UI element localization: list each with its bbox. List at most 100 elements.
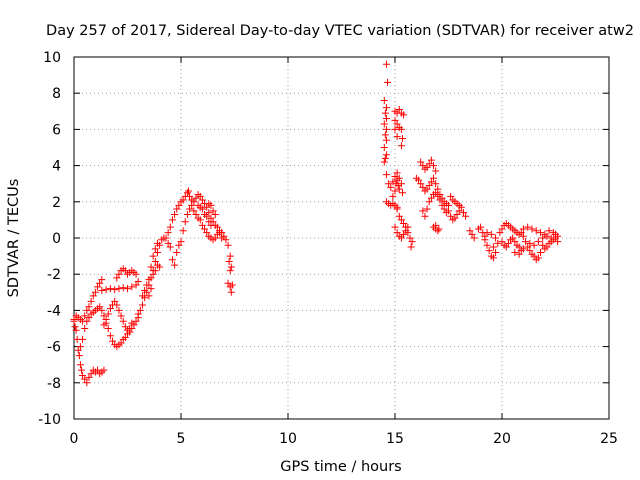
data-point bbox=[201, 225, 209, 233]
data-point bbox=[132, 317, 140, 325]
data-point bbox=[391, 125, 399, 133]
data-point bbox=[425, 160, 433, 168]
data-point bbox=[381, 154, 389, 162]
data-point bbox=[517, 229, 525, 237]
data-point bbox=[519, 225, 527, 233]
data-point bbox=[483, 229, 491, 237]
data-point bbox=[173, 248, 181, 256]
x-tick-label: 25 bbox=[600, 431, 618, 447]
data-point bbox=[498, 225, 506, 233]
data-point bbox=[466, 227, 474, 235]
y-tick-label: -6 bbox=[47, 340, 61, 356]
data-point bbox=[423, 163, 431, 171]
data-point bbox=[216, 229, 224, 237]
data-point bbox=[151, 245, 159, 253]
data-point bbox=[459, 209, 467, 217]
data-point bbox=[532, 227, 540, 235]
data-point bbox=[432, 167, 440, 175]
data-point bbox=[430, 162, 438, 170]
data-point bbox=[496, 229, 504, 237]
data-point bbox=[382, 171, 390, 179]
data-point bbox=[211, 210, 219, 218]
data-point bbox=[417, 158, 425, 166]
data-point bbox=[91, 288, 99, 296]
y-axis-label: SDTVAR / TECUs bbox=[6, 179, 22, 298]
data-point bbox=[389, 192, 397, 200]
data-point bbox=[164, 239, 172, 247]
data-point bbox=[391, 223, 399, 231]
data-point bbox=[115, 270, 123, 278]
data-point bbox=[162, 234, 170, 242]
data-point bbox=[382, 104, 390, 112]
data-point bbox=[492, 234, 500, 242]
data-point bbox=[104, 310, 112, 318]
data-point bbox=[207, 214, 215, 222]
y-tick-label: -2 bbox=[47, 267, 61, 283]
data-point bbox=[205, 218, 213, 226]
data-point bbox=[423, 185, 431, 193]
data-point bbox=[171, 261, 179, 269]
data-point bbox=[395, 105, 403, 113]
data-point bbox=[117, 312, 125, 320]
data-point bbox=[121, 323, 129, 331]
data-point bbox=[151, 267, 159, 275]
data-point bbox=[423, 205, 431, 213]
data-point bbox=[173, 205, 181, 213]
data-point bbox=[381, 131, 389, 139]
data-point bbox=[186, 192, 194, 200]
data-point bbox=[539, 241, 547, 249]
data-point bbox=[432, 189, 440, 197]
data-point bbox=[481, 236, 489, 244]
data-point bbox=[76, 343, 84, 351]
data-point bbox=[74, 346, 82, 354]
data-point bbox=[121, 267, 129, 275]
data-point bbox=[487, 230, 495, 238]
data-point bbox=[153, 248, 161, 256]
data-point bbox=[397, 234, 405, 242]
data-point bbox=[530, 241, 538, 249]
data-point bbox=[519, 232, 527, 240]
chart-title: Day 257 of 2017, Sidereal Day-to-day VTE… bbox=[46, 23, 634, 39]
data-point bbox=[393, 169, 401, 177]
data-point bbox=[534, 238, 542, 246]
data-point bbox=[526, 247, 534, 255]
data-point bbox=[400, 220, 408, 228]
data-point bbox=[96, 279, 104, 287]
data-point bbox=[524, 223, 532, 231]
data-point bbox=[224, 241, 232, 249]
data-point bbox=[455, 207, 463, 215]
y-tick-label: -8 bbox=[47, 376, 61, 392]
data-point bbox=[79, 335, 87, 343]
data-point bbox=[434, 227, 442, 235]
data-point bbox=[134, 277, 142, 285]
data-point bbox=[226, 267, 234, 275]
data-point bbox=[515, 250, 523, 258]
y-tick-label: 0 bbox=[52, 231, 61, 247]
data-point bbox=[534, 254, 542, 262]
y-tick-label: -10 bbox=[38, 412, 61, 428]
data-point bbox=[138, 292, 146, 300]
data-point bbox=[547, 234, 555, 242]
data-point bbox=[435, 225, 443, 233]
data-point bbox=[528, 225, 536, 233]
data-point bbox=[511, 248, 519, 256]
data-point bbox=[141, 286, 149, 294]
data-point bbox=[421, 212, 429, 220]
data-point bbox=[417, 180, 425, 188]
data-point bbox=[75, 352, 83, 360]
data-point bbox=[218, 234, 226, 242]
data-point bbox=[419, 162, 427, 170]
data-point bbox=[434, 185, 442, 193]
data-point bbox=[119, 284, 127, 292]
x-tick-label: 10 bbox=[279, 431, 297, 447]
data-point bbox=[477, 223, 485, 231]
data-point bbox=[168, 256, 176, 264]
data-point bbox=[171, 210, 179, 218]
data-point bbox=[385, 180, 393, 188]
data-point bbox=[389, 178, 397, 186]
data-point bbox=[106, 285, 114, 293]
data-point bbox=[89, 292, 97, 300]
y-tick-label: 8 bbox=[52, 86, 61, 102]
data-point bbox=[124, 285, 131, 293]
